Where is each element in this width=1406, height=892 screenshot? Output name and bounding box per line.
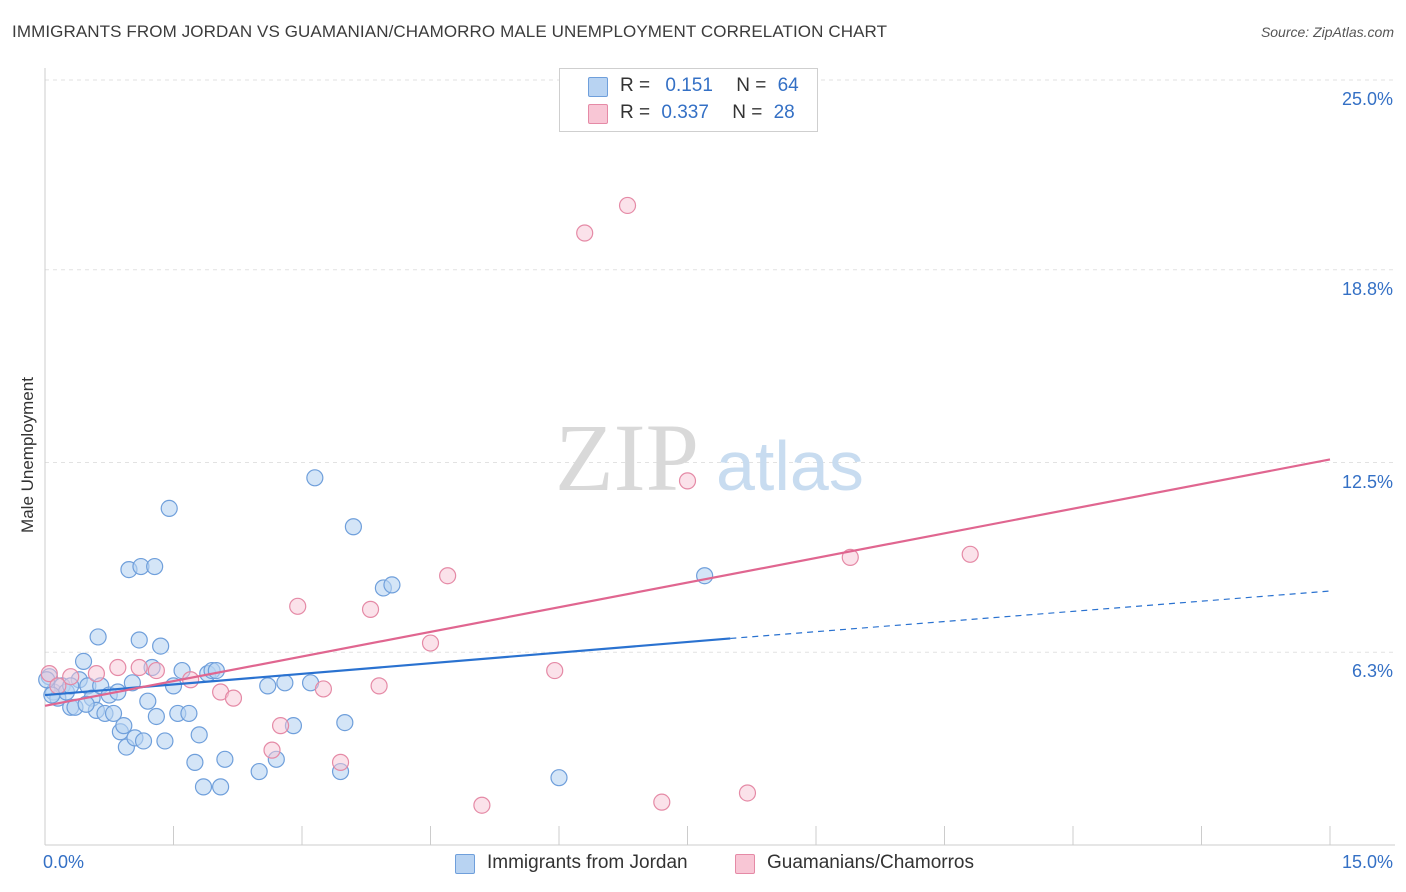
data-point-guamanian xyxy=(40,665,58,683)
watermark-zip: ZIP xyxy=(555,404,699,511)
legend-r-label: R = xyxy=(620,75,651,96)
data-point-jordan xyxy=(344,518,362,536)
data-point-guamanian xyxy=(224,689,243,707)
data-point-jordan xyxy=(194,778,213,796)
y-tick-label: 12.5% xyxy=(1341,471,1393,492)
data-point-guamanian xyxy=(546,661,564,680)
bottom-legend-swatch-jordan xyxy=(455,854,475,874)
data-point-jordan xyxy=(89,628,107,646)
data-point-jordan xyxy=(134,732,153,750)
legend-n-value-jordan: 64 xyxy=(777,75,799,96)
data-point-guamanian xyxy=(439,567,457,585)
data-point-guamanian xyxy=(263,741,281,759)
trend-line-jordan-extension xyxy=(730,590,1331,640)
data-point-jordan xyxy=(250,762,268,781)
y-tick-label: 25.0% xyxy=(1341,89,1393,109)
chart-title: IMMIGRANTS FROM JORDAN VS GUAMANIAN/CHAM… xyxy=(12,22,888,41)
data-point-jordan xyxy=(276,674,294,692)
data-point-jordan xyxy=(259,677,277,695)
data-point-guamanian xyxy=(271,717,290,735)
data-point-jordan xyxy=(104,704,123,723)
legend-n-label: N = xyxy=(732,102,763,123)
bottom-legend-swatch-guamanian xyxy=(735,854,755,874)
y-axis-label: Male Unemployment xyxy=(18,377,37,533)
data-point-guamanian xyxy=(653,793,671,811)
data-point-guamanian xyxy=(576,224,594,242)
series-guamanian-points xyxy=(40,196,979,814)
data-point-guamanian xyxy=(738,784,757,802)
data-point-jordan xyxy=(216,750,234,768)
legend-r-value-guamanian: 0.337 xyxy=(661,102,709,123)
legend-r-value-jordan: 0.151 xyxy=(665,75,713,96)
data-point-jordan xyxy=(146,557,164,576)
legend-n-value-guamanian: 28 xyxy=(773,102,795,123)
series-jordan-points xyxy=(38,469,714,796)
data-point-jordan xyxy=(383,576,401,594)
data-point-guamanian xyxy=(289,597,307,615)
legend-n-label: N = xyxy=(736,75,767,96)
data-point-jordan xyxy=(115,717,133,735)
trend-line-jordan xyxy=(44,637,731,697)
x-tick-label-max: 15.0% xyxy=(1341,852,1393,872)
data-point-jordan xyxy=(152,637,170,655)
data-point-guamanian xyxy=(961,545,979,563)
grid-lines xyxy=(45,79,1395,653)
data-point-jordan xyxy=(306,469,324,487)
data-point-guamanian xyxy=(841,548,859,566)
data-point-jordan xyxy=(207,661,225,680)
legend-row-jordan: R = 0.151 N = 64 xyxy=(620,75,799,97)
data-point-guamanian xyxy=(109,658,127,677)
data-point-guamanian xyxy=(361,600,380,618)
data-point-guamanian xyxy=(130,658,148,677)
data-point-guamanian xyxy=(314,680,333,698)
data-point-jordan xyxy=(186,753,204,771)
data-point-guamanian xyxy=(421,634,440,652)
legend-r-label: R = xyxy=(620,102,651,123)
source-label: Source: ZipAtlas.com xyxy=(1260,24,1394,40)
data-point-guamanian xyxy=(370,677,388,695)
y-tick-label: 18.8% xyxy=(1341,278,1393,299)
data-point-jordan xyxy=(550,769,568,787)
data-point-guamanian xyxy=(87,665,106,683)
data-point-jordan xyxy=(74,652,93,671)
watermark: ZIP atlas xyxy=(555,404,864,511)
trend-lines xyxy=(44,458,1331,707)
legend-row-guamanian: R = 0.337 N = 28 xyxy=(620,102,795,124)
data-point-guamanian xyxy=(678,472,697,490)
y-tick-label: 6.3% xyxy=(1351,661,1393,682)
data-point-jordan xyxy=(336,713,354,732)
bottom-legend-jordan: Immigrants from Jordan xyxy=(487,852,688,873)
legend-swatch-jordan xyxy=(588,77,608,97)
x-tick-label-min: 0.0% xyxy=(43,852,85,872)
data-point-jordan xyxy=(130,631,148,649)
data-point-jordan xyxy=(156,732,174,750)
data-point-guamanian xyxy=(147,661,165,680)
data-point-jordan xyxy=(212,778,230,796)
watermark-atlas: atlas xyxy=(716,427,864,505)
data-point-guamanian xyxy=(473,796,491,814)
data-point-guamanian xyxy=(331,753,350,771)
data-point-jordan xyxy=(180,704,198,723)
data-point-jordan xyxy=(160,499,178,517)
trend-line-guamanian xyxy=(44,458,1331,707)
data-point-jordan xyxy=(77,695,95,713)
data-point-jordan xyxy=(147,707,165,726)
correlation-legend: R = 0.151 N = 64 R = 0.337 N = 28 xyxy=(559,68,818,132)
data-point-jordan xyxy=(190,726,208,744)
data-point-guamanian xyxy=(618,196,637,215)
axes xyxy=(44,68,1395,846)
data-point-jordan xyxy=(139,692,157,710)
data-point-guamanian xyxy=(62,668,80,686)
bottom-legend-guamanian: Guamanians/Chamorros xyxy=(767,852,974,873)
legend-swatch-guamanian xyxy=(588,104,608,124)
